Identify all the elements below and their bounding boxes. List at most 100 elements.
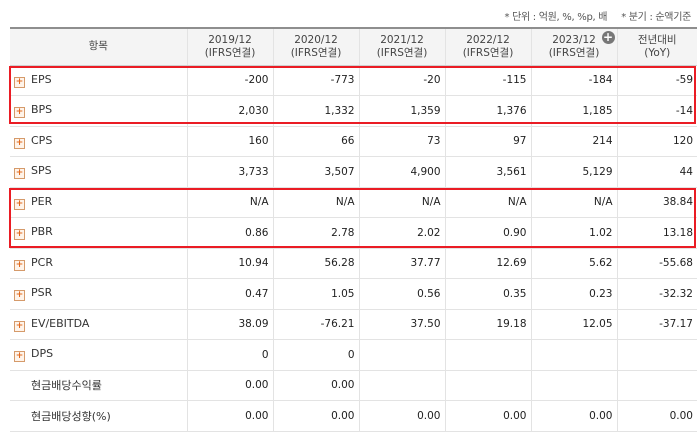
row-label-text: PBR	[31, 225, 53, 239]
value-cell: 66	[272, 126, 359, 157]
value-cell: 0.00	[186, 400, 273, 432]
value-cell: 37.77	[358, 248, 445, 279]
value-cell: -20	[358, 65, 445, 96]
row-label-text: 현금배당수익률	[31, 379, 102, 393]
value-cell: 38.84	[616, 187, 697, 218]
header-col-2020: 2020/12 (IFRS연결)	[272, 27, 359, 66]
row-label[interactable]: + PCR	[10, 248, 187, 279]
row-label-text: BPS	[31, 103, 53, 117]
value-cell: 214	[530, 126, 617, 157]
value-cell: 2.78	[272, 217, 359, 249]
expand-plus-icon[interactable]: +	[14, 290, 25, 302]
value-cell: 56.28	[272, 248, 359, 279]
row-label[interactable]: + DPS	[10, 339, 187, 371]
header-col-2021: 2021/12 (IFRS연결)	[358, 27, 445, 66]
row-label-text: CPS	[31, 133, 53, 147]
expand-plus-icon[interactable]: +	[14, 168, 25, 180]
table-header-row: 항목 2019/12 (IFRS연결) 2020/12 (IFRS연결) 2021/…	[10, 27, 697, 66]
value-cell: 0.90	[444, 217, 531, 249]
value-cell: 0.00	[616, 400, 697, 432]
table-row: + EV/EBITDA 38.09 -76.21 37.50 19.18 12.05 -37.…	[10, 309, 697, 340]
expand-plus-icon[interactable]: +	[14, 76, 25, 88]
expand-plus-icon[interactable]: +	[14, 320, 25, 332]
row-label[interactable]: + SPS	[10, 156, 187, 188]
row-label-text: PCR	[31, 255, 53, 269]
row-label-text: DPS	[31, 347, 54, 361]
table-row: + PBR 0.86 2.78 2.02 0.90 1.02 13.18	[10, 217, 697, 249]
value-cell: -115	[444, 65, 531, 96]
row-label[interactable]: + EV/EBITDA	[10, 309, 187, 340]
value-cell: -55.68	[616, 248, 697, 279]
value-cell: 0.00	[444, 400, 531, 432]
row-label-text: PSR	[31, 286, 53, 300]
row-label-text: 현금배당성향(%)	[31, 409, 111, 423]
value-cell: 0.00	[186, 370, 273, 401]
value-cell: 37.50	[358, 309, 445, 340]
header-col-2023: 2023/12 (IFRS연결) +	[530, 27, 617, 66]
value-cell: 1,332	[272, 95, 359, 127]
quarter-note: * 분기 : 순액기준	[621, 12, 691, 23]
value-cell	[530, 339, 617, 371]
value-cell: 0.47	[186, 278, 273, 310]
row-label[interactable]: + CPS	[10, 126, 187, 157]
value-cell: N/A	[186, 187, 273, 218]
financial-ratio-table: 항목 2019/12 (IFRS연결) 2020/12 (IFRS연결) 2021/…	[10, 27, 697, 432]
value-cell: -14	[616, 95, 697, 127]
row-label: 현금배당수익률	[10, 370, 187, 401]
value-cell: 0.56	[358, 278, 445, 310]
value-cell: N/A	[530, 187, 617, 218]
value-cell: 12.69	[444, 248, 531, 279]
value-cell: 3,733	[186, 156, 273, 188]
value-cell	[358, 339, 445, 371]
value-cell: 120	[616, 126, 697, 157]
table-row: + EPS -200 -773 -20 -115 -184 -59	[10, 65, 697, 96]
expand-plus-icon[interactable]: +	[14, 351, 25, 363]
row-label: 현금배당성향(%)	[10, 400, 187, 432]
row-label[interactable]: + PSR	[10, 278, 187, 310]
value-cell: -200	[186, 65, 273, 96]
value-cell: N/A	[358, 187, 445, 218]
row-label-text: EV/EBITDA	[31, 316, 90, 330]
value-cell: 160	[186, 126, 273, 157]
expand-plus-icon[interactable]: +	[14, 198, 25, 210]
value-cell: 13.18	[616, 217, 697, 249]
value-cell	[616, 370, 697, 401]
header-col-2019: 2019/12 (IFRS연결)	[186, 27, 273, 66]
row-label[interactable]: + PBR	[10, 217, 187, 249]
table-row: + SPS 3,733 3,507 4,900 3,561 5,129 44	[10, 156, 697, 188]
row-label-text: PER	[31, 194, 53, 208]
unit-note: * 단위 : 억원, %, %p, 배	[504, 12, 608, 23]
value-cell: 0.86	[186, 217, 273, 249]
value-cell	[616, 339, 697, 371]
value-cell: 0	[272, 339, 359, 371]
table-row: + CPS 160 66 73 97 214 120	[10, 126, 697, 157]
header-col-2022: 2022/12 (IFRS연결)	[444, 27, 531, 66]
value-cell	[530, 370, 617, 401]
row-label[interactable]: + BPS	[10, 95, 187, 127]
value-cell: -773	[272, 65, 359, 96]
value-cell: 0.00	[272, 370, 359, 401]
table-row: + PSR 0.47 1.05 0.56 0.35 0.23 -32.32	[10, 278, 697, 310]
value-cell: 10.94	[186, 248, 273, 279]
value-cell: 1.05	[272, 278, 359, 310]
add-column-icon[interactable]: +	[601, 30, 615, 44]
table-row: + PER N/A N/A N/A N/A N/A 38.84	[10, 187, 697, 218]
row-label[interactable]: + EPS	[10, 65, 187, 96]
value-cell: 5,129	[530, 156, 617, 188]
row-label[interactable]: + PER	[10, 187, 187, 218]
table-row: 현금배당성향(%) 0.00 0.00 0.00 0.00 0.00 0.00	[10, 400, 697, 432]
value-cell: 19.18	[444, 309, 531, 340]
value-cell: -184	[530, 65, 617, 96]
value-cell	[358, 370, 445, 401]
expand-plus-icon[interactable]: +	[14, 259, 25, 271]
expand-plus-icon[interactable]: +	[14, 107, 25, 119]
expand-plus-icon[interactable]: +	[14, 229, 25, 241]
value-cell	[444, 370, 531, 401]
header-col-yoy: 전년대비 (YoY)	[616, 27, 697, 66]
value-cell: 0.00	[358, 400, 445, 432]
expand-plus-icon[interactable]: +	[14, 137, 25, 149]
value-cell: 1.02	[530, 217, 617, 249]
table-row: + PCR 10.94 56.28 37.77 12.69 5.62 -55.68	[10, 248, 697, 279]
value-cell: -59	[616, 65, 697, 96]
value-cell: 2,030	[186, 95, 273, 127]
